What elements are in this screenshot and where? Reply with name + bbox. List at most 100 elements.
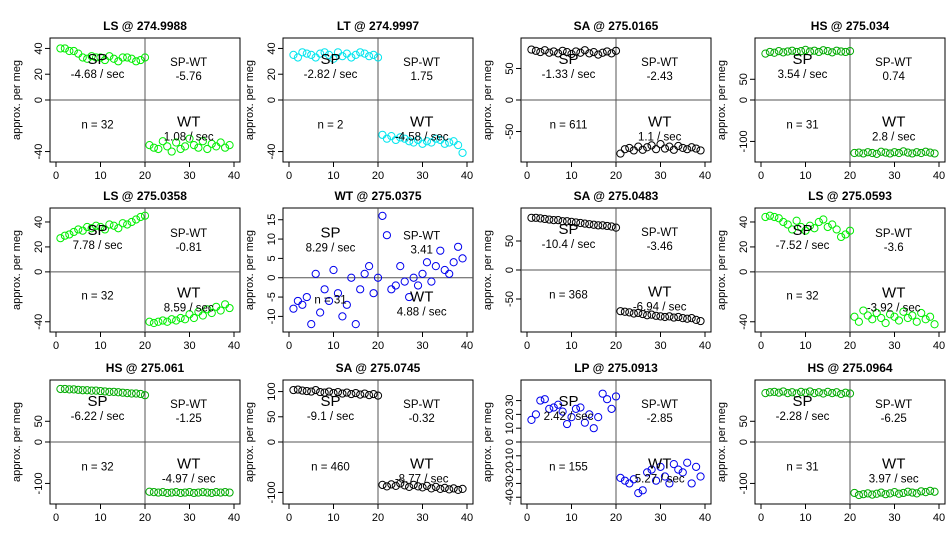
data-point bbox=[400, 134, 409, 143]
data-point bbox=[908, 149, 917, 158]
x-tick-label: 30 bbox=[416, 512, 428, 524]
wt-label: WT bbox=[882, 285, 905, 302]
data-point bbox=[562, 419, 572, 429]
data-point bbox=[360, 269, 369, 278]
data-point bbox=[440, 483, 449, 492]
data-point bbox=[413, 482, 423, 491]
data-point bbox=[180, 315, 190, 324]
data-point bbox=[221, 143, 230, 152]
data-point bbox=[212, 488, 221, 497]
data-point bbox=[930, 487, 939, 496]
y-axis-label: approx. per meg bbox=[11, 230, 23, 310]
data-point bbox=[176, 488, 185, 498]
data-point bbox=[567, 49, 576, 59]
data-point bbox=[629, 309, 638, 318]
data-point bbox=[333, 289, 343, 298]
data-point bbox=[545, 48, 554, 57]
data-point bbox=[100, 387, 110, 396]
data-point bbox=[814, 388, 823, 397]
data-point bbox=[445, 138, 454, 147]
data-point bbox=[454, 141, 463, 150]
x-tick-label: 20 bbox=[372, 340, 384, 352]
data-point bbox=[863, 489, 872, 498]
data-point bbox=[885, 310, 895, 319]
spwt-value: -3.6 bbox=[884, 242, 904, 254]
n-count: n = 32 bbox=[81, 291, 113, 303]
data-point bbox=[540, 214, 549, 224]
data-point bbox=[837, 232, 846, 242]
data-point bbox=[69, 385, 78, 394]
y-tick-label: 50 bbox=[738, 415, 750, 427]
data-point bbox=[837, 47, 846, 56]
data-point bbox=[872, 308, 881, 318]
spwt-label: SP-WT bbox=[641, 399, 678, 411]
data-point bbox=[912, 489, 921, 498]
panel-1: LS @ 274.9988 0 10 20 30 40 -40 0 20 40 approx. pe… bbox=[11, 19, 241, 182]
x-tick-label: 0 bbox=[53, 340, 59, 352]
wt-rate: 1.1 / sec bbox=[638, 131, 682, 143]
data-point bbox=[531, 213, 541, 222]
data-point bbox=[890, 488, 899, 497]
wt-rate: 4.88 / sec bbox=[397, 306, 447, 318]
data-point bbox=[369, 389, 378, 399]
data-point bbox=[378, 480, 387, 489]
spwt-label: SP-WT bbox=[403, 399, 440, 411]
sp-rate: -1.33 / sec bbox=[542, 69, 596, 81]
data-point bbox=[899, 147, 908, 156]
sp-rate: -6.22 / sec bbox=[71, 411, 125, 423]
y-tick-label: 100 bbox=[266, 382, 278, 400]
data-point bbox=[877, 488, 886, 497]
data-point bbox=[832, 46, 841, 55]
data-point bbox=[576, 218, 585, 228]
data-point bbox=[163, 488, 172, 498]
spwt-value: -2.85 bbox=[647, 413, 673, 425]
data-point bbox=[629, 475, 638, 484]
data-point bbox=[810, 389, 819, 398]
data-point bbox=[382, 134, 391, 143]
data-point bbox=[783, 220, 792, 229]
data-point bbox=[140, 53, 150, 62]
data-point bbox=[536, 47, 545, 57]
data-point bbox=[903, 148, 912, 157]
data-point bbox=[427, 277, 436, 286]
data-point bbox=[616, 149, 625, 158]
y-axis-label: approx. per meg bbox=[11, 60, 23, 140]
data-point bbox=[320, 285, 329, 294]
data-point bbox=[801, 45, 810, 54]
data-point bbox=[189, 488, 199, 498]
data-point bbox=[387, 285, 396, 294]
spwt-value: 0.74 bbox=[883, 71, 906, 83]
data-point bbox=[413, 281, 423, 290]
data-point bbox=[930, 320, 939, 329]
y-tick-label: 0 bbox=[504, 439, 516, 445]
panel-title: SA @ 275.0165 bbox=[574, 19, 659, 33]
wt-rate: -6.94 / sec bbox=[633, 301, 687, 313]
data-point bbox=[293, 53, 302, 62]
x-tick-label: 40 bbox=[228, 340, 240, 352]
x-tick-label: 10 bbox=[799, 170, 811, 182]
data-point bbox=[127, 389, 136, 398]
data-point bbox=[765, 47, 775, 57]
spwt-value: -6.25 bbox=[881, 413, 907, 425]
y-tick-label: -40 bbox=[504, 489, 516, 505]
data-point bbox=[554, 400, 563, 409]
panel-4: HS @ 275.034 0 10 20 30 40 -100 0 50 approx. per … bbox=[716, 19, 946, 182]
data-point bbox=[316, 387, 325, 397]
panel-title: LS @ 274.9988 bbox=[103, 19, 187, 33]
data-point bbox=[894, 316, 904, 325]
y-axis-label: approx. per meg bbox=[482, 230, 494, 310]
data-point bbox=[316, 308, 325, 317]
wt-rate: -8.77 / sec bbox=[395, 473, 449, 485]
data-point bbox=[531, 46, 541, 55]
data-point bbox=[302, 292, 311, 302]
data-point bbox=[692, 462, 701, 471]
panel-6: WT @ 275.0375 0 10 20 30 40 -10 -5 0 5 10 15 approx.… bbox=[244, 189, 474, 352]
data-point bbox=[225, 488, 234, 497]
sp-label: SP bbox=[87, 222, 107, 239]
data-point bbox=[850, 148, 859, 158]
x-tick-label: 30 bbox=[654, 340, 666, 352]
data-point bbox=[665, 312, 674, 321]
y-tick-label: 0 bbox=[266, 97, 278, 103]
wt-rate: 5.27 / sec bbox=[635, 473, 685, 485]
data-point bbox=[136, 389, 145, 399]
